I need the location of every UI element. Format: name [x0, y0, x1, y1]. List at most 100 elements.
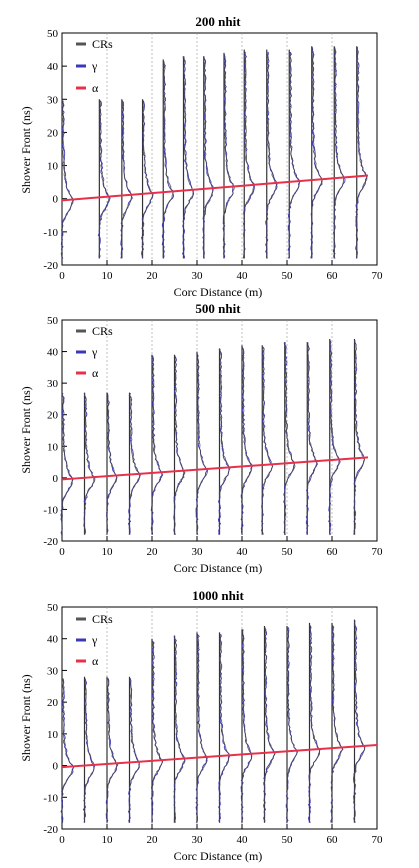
x-tick-label: 20	[147, 270, 159, 282]
profile-crs	[182, 56, 194, 259]
profile-crs	[106, 678, 118, 823]
profile-gamma	[310, 47, 323, 259]
profile-crs	[353, 340, 365, 535]
profile-crs	[328, 339, 341, 535]
y-tick-label: 20	[47, 410, 59, 422]
profile-gamma	[353, 620, 366, 823]
profile-gamma	[265, 51, 278, 259]
profile-gamma	[260, 346, 274, 535]
panel-title: 200 nhit	[195, 14, 241, 29]
x-tick-label: 20	[147, 546, 159, 558]
profile-crs	[173, 355, 186, 535]
profile-crs	[98, 100, 110, 259]
profile-gamma	[97, 100, 111, 259]
profile-crs	[173, 636, 186, 823]
profile-gamma	[60, 100, 75, 259]
x-tick-label: 60	[327, 834, 339, 846]
profile-crs	[128, 678, 140, 823]
profile-crs	[151, 355, 163, 535]
y-tick-label: -20	[43, 536, 58, 548]
profile-crs	[151, 640, 163, 823]
y-tick-label: 30	[47, 665, 59, 677]
y-tick-label: 40	[47, 61, 59, 73]
y-axis-label: Shower Front (ns)	[19, 106, 33, 193]
profile-crs	[261, 346, 273, 535]
panel-title: 500 nhit	[195, 301, 241, 316]
profile-crs	[218, 348, 231, 535]
profile-crs	[121, 100, 133, 259]
profile-crs	[83, 393, 96, 535]
profile-crs	[196, 353, 209, 535]
profile-gamma	[150, 355, 164, 535]
panel-title: 1000 nhit	[192, 588, 244, 603]
profile-gamma	[82, 678, 96, 823]
x-tick-label: 30	[192, 834, 204, 846]
legend: CRs γ α	[76, 612, 113, 668]
profile-crs	[61, 393, 74, 535]
profile-gamma	[355, 47, 368, 259]
profile-crs	[308, 624, 320, 823]
profile-crs	[61, 678, 75, 823]
profile-gamma	[240, 346, 254, 535]
y-tick-label: -10	[43, 792, 58, 804]
x-tick-label: 30	[192, 270, 204, 282]
profile-crs	[162, 61, 174, 259]
y-axis-label: Shower Front (ns)	[19, 674, 33, 761]
profile-gamma	[307, 624, 321, 823]
legend-label-crs: CRs	[92, 324, 113, 338]
profile-crs	[128, 393, 141, 535]
profile-crs	[83, 678, 95, 823]
profile-crs	[218, 633, 231, 823]
profile-crs	[333, 47, 345, 259]
x-tick-label: 70	[372, 546, 384, 558]
profile-gamma	[120, 100, 133, 259]
x-tick-label: 10	[102, 834, 114, 846]
y-tick-label: 40	[47, 634, 59, 646]
profile-gamma	[262, 627, 276, 823]
profile-crs	[310, 47, 323, 259]
profile-gamma	[218, 633, 230, 823]
x-tick-label: 50	[282, 270, 294, 282]
y-tick-label: 0	[53, 761, 59, 773]
profile-crs	[141, 100, 154, 259]
x-tick-label: 10	[102, 270, 114, 282]
y-tick-label: 0	[53, 473, 59, 485]
legend-label-alpha: α	[92, 654, 99, 668]
y-tick-label: -10	[43, 504, 58, 516]
legend-label-alpha: α	[92, 366, 99, 380]
x-axis-label: Corc Distance (m)	[174, 285, 263, 299]
legend: CRs γ α	[76, 37, 113, 95]
profile-crs	[243, 51, 255, 259]
y-tick-label: 0	[53, 194, 59, 206]
profile-gamma	[287, 51, 301, 259]
y-tick-label: -20	[43, 260, 58, 272]
alpha-fit-line	[61, 743, 378, 769]
legend-label-gamma: γ	[91, 345, 98, 359]
alpha-fit-line	[61, 456, 369, 481]
y-tick-label: -20	[43, 824, 58, 836]
profile-crs	[241, 346, 253, 535]
legend-label-crs: CRs	[92, 612, 113, 626]
x-tick-label: 60	[327, 270, 339, 282]
legend-label-gamma: γ	[91, 59, 98, 73]
profile-gamma	[240, 629, 253, 823]
y-tick-label: 10	[47, 729, 59, 741]
y-tick-label: 20	[47, 697, 59, 709]
x-tick-label: 20	[147, 834, 159, 846]
y-tick-label: 10	[47, 441, 59, 453]
panel-500-nhit: 500 nhit Corc Distance (m) Shower Front …	[19, 301, 383, 575]
x-tick-label: 70	[372, 270, 384, 282]
profile-crs	[263, 627, 276, 823]
profile-crs	[106, 393, 118, 535]
profile-crs	[223, 54, 235, 259]
y-tick-label: 30	[47, 94, 59, 106]
profile-crs	[196, 633, 208, 823]
x-tick-label: 30	[192, 546, 204, 558]
y-tick-label: 40	[47, 347, 59, 359]
y-tick-label: 50	[47, 28, 59, 40]
x-tick-label: 40	[237, 546, 249, 558]
x-tick-label: 40	[237, 834, 249, 846]
y-tick-label: -10	[43, 227, 58, 239]
panel-1000-nhit: 1000 nhit Corc Distance (m) Shower Front…	[19, 588, 383, 863]
